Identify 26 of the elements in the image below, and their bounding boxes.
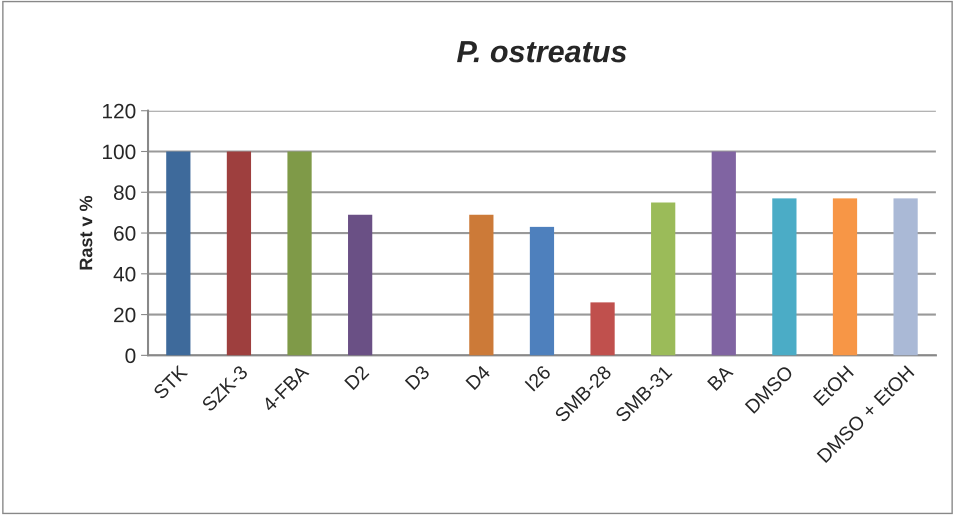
bar — [712, 151, 736, 356]
bar — [651, 202, 676, 356]
bar — [469, 214, 494, 356]
bar — [590, 302, 615, 356]
y-axis-title: Rast v % — [80, 196, 92, 270]
bar — [893, 198, 918, 356]
x-tick-label: D2 — [344, 364, 370, 390]
bar — [166, 151, 190, 356]
y-tick-label: 100 — [103, 144, 136, 160]
x-tick-label: D4 — [465, 364, 491, 390]
y-tick-label: 80 — [114, 185, 136, 200]
bar — [348, 214, 372, 356]
bar — [530, 226, 554, 356]
x-tick-label: I26 — [524, 364, 552, 392]
bar — [226, 151, 252, 356]
y-tick-label: 40 — [114, 266, 136, 282]
x-tick-label: D3 — [404, 364, 430, 390]
bar — [287, 151, 312, 356]
y-tick-label: 20 — [114, 308, 136, 322]
y-tick-label: 120 — [103, 104, 136, 118]
bar — [832, 198, 858, 356]
bar — [772, 198, 797, 356]
x-tick-label: BA — [707, 364, 734, 391]
y-tick-label: 0 — [125, 348, 136, 364]
y-tick-label: 60 — [114, 226, 136, 241]
chart-title: P. ostreatus — [457, 41, 626, 62]
